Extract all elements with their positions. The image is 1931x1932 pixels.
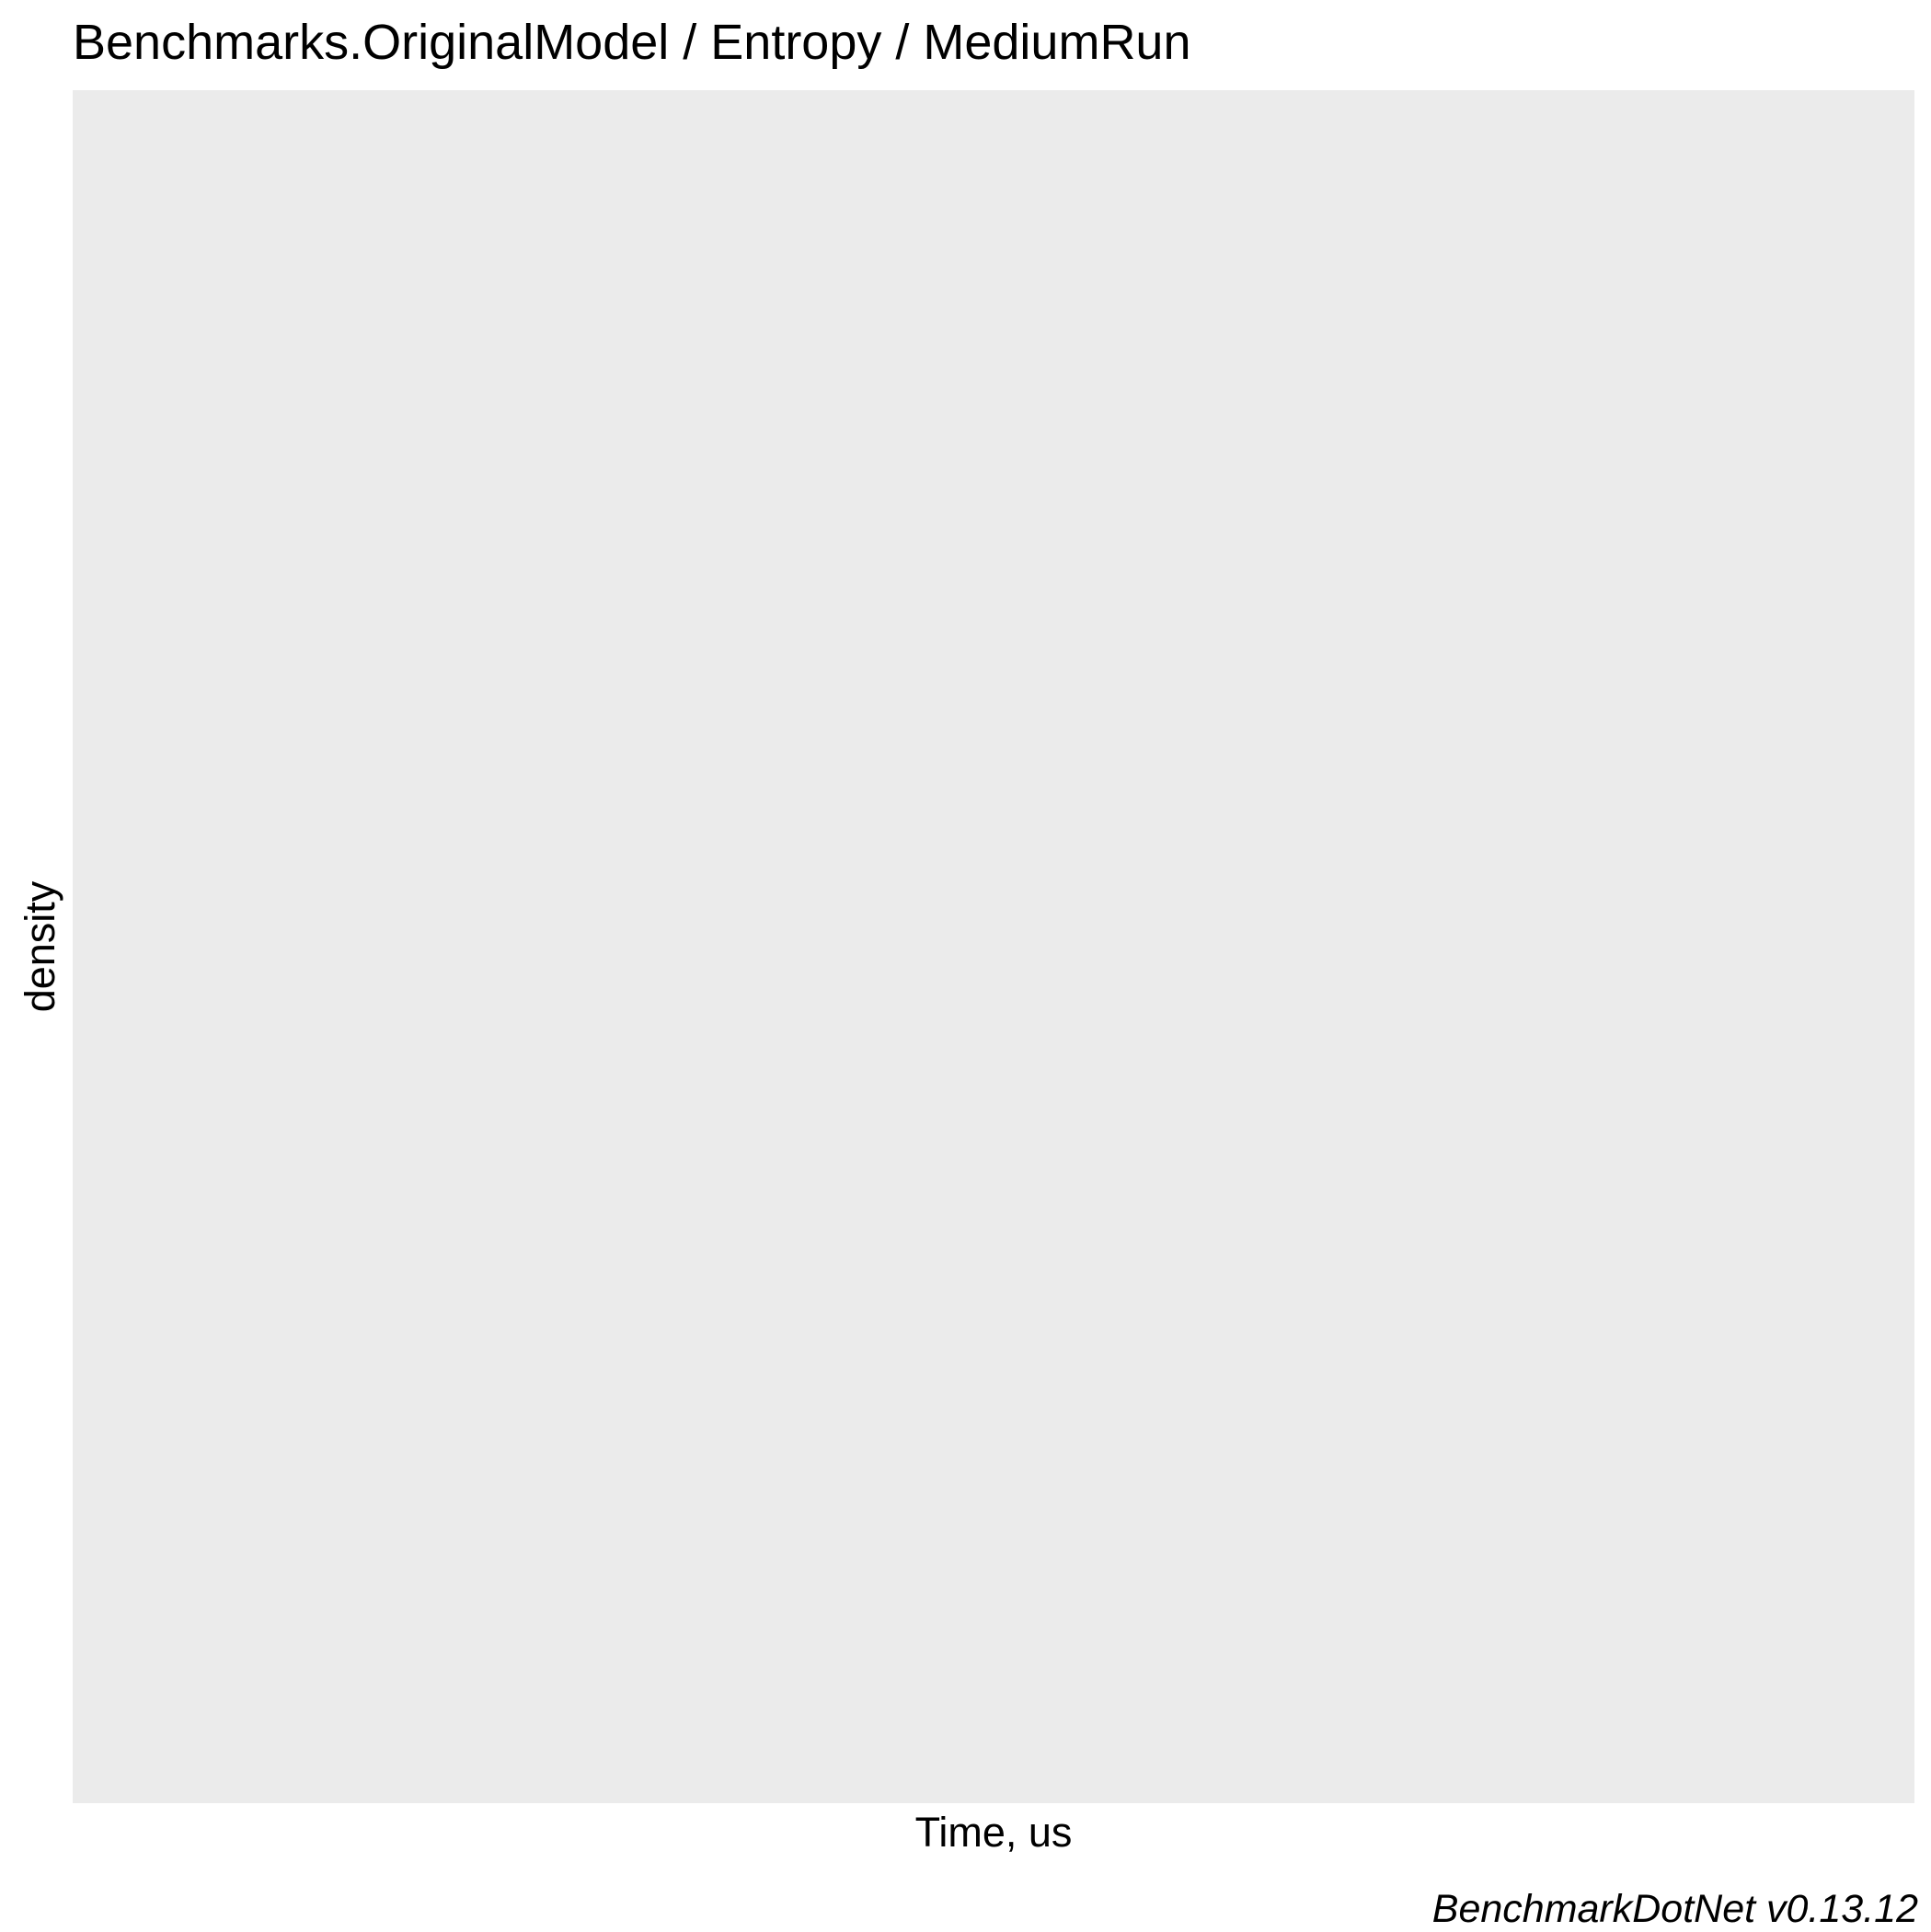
y-axis-label: density	[17, 880, 63, 1013]
x-axis-label: Time, us	[914, 1809, 1073, 1856]
benchmark-caption: BenchmarkDotNet v0.13.12	[1431, 1887, 1918, 1931]
chart-title: Benchmarks.OriginalModel / Entropy / Med…	[73, 15, 1191, 70]
plot-panel	[73, 90, 1914, 1803]
